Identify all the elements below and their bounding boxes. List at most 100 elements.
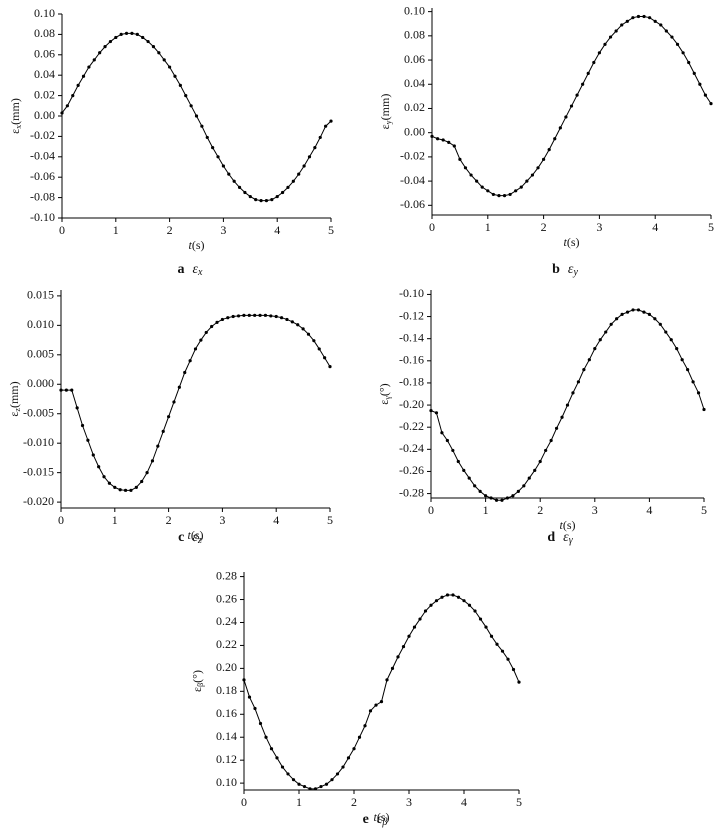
data-point — [379, 700, 384, 704]
data-point — [648, 16, 652, 20]
data-point — [123, 488, 128, 492]
data-point — [681, 51, 685, 55]
x-tick-label: 3 — [219, 513, 225, 527]
data-point — [199, 338, 203, 342]
data-point — [620, 312, 624, 316]
x-tick-label: 3 — [220, 223, 226, 237]
data-point — [313, 787, 318, 791]
data-point — [597, 51, 602, 55]
data-point — [313, 146, 317, 150]
data-point — [60, 111, 64, 115]
x-tick-label: 5 — [516, 795, 522, 809]
y-tick-label: 0.02 — [34, 87, 55, 101]
y-tick-label: 0.000 — [27, 376, 54, 390]
data-point — [604, 330, 608, 334]
chart-panel: 0.015 0.010 0.005 0.000 -0.005 -0.010 -0.015 -0… — [7, 288, 333, 547]
data-point — [452, 144, 456, 148]
data-point — [698, 82, 702, 86]
caption-letter: a — [178, 262, 185, 277]
x-tick-label: 1 — [113, 223, 119, 237]
data-point — [558, 126, 562, 130]
data-point — [664, 29, 668, 33]
data-point — [329, 119, 333, 123]
data-point — [308, 787, 312, 791]
data-point — [135, 32, 139, 37]
y-tick-label: -0.16 — [399, 353, 424, 367]
data-point — [538, 459, 542, 464]
data-point — [167, 415, 171, 419]
x-tick-label: 2 — [541, 220, 547, 234]
data-point — [312, 339, 316, 343]
caption-letter: e — [363, 812, 369, 827]
caption-letter: d — [547, 530, 555, 545]
data-point — [145, 471, 149, 475]
data-point — [156, 444, 160, 448]
chart-panel: 0.10 0.08 0.06 0.04 0.02 0.00 -0.02 -0.04 -0.06 -… — [8, 6, 334, 279]
caption-letter: b — [552, 262, 560, 277]
data-point — [608, 35, 613, 39]
data-point — [242, 678, 246, 682]
data-point — [494, 498, 499, 502]
data-point — [64, 388, 68, 392]
y-tick-label: 0.14 — [216, 729, 237, 743]
data-point — [150, 459, 155, 463]
data-point — [505, 496, 510, 500]
y-tick-label: 0.10 — [34, 6, 55, 20]
data-point — [264, 735, 268, 739]
data-point — [511, 667, 516, 672]
y-tick-label: -0.020 — [23, 494, 54, 508]
data-point — [270, 198, 274, 202]
x-axis-label: t(s) — [373, 810, 389, 824]
data-point — [691, 380, 695, 384]
x-axis-label: t(s) — [563, 235, 579, 249]
y-tick-label: 0.18 — [216, 683, 237, 697]
data-point — [108, 39, 113, 44]
data-point — [500, 498, 504, 502]
x-tick-label: 2 — [167, 223, 173, 237]
y-label-unit: (mm) — [7, 381, 21, 408]
data-point — [603, 42, 607, 46]
x-tick-label: 4 — [652, 220, 658, 234]
data-point — [91, 453, 95, 457]
y-axis-label: εx(mm) — [8, 98, 23, 134]
data-point — [500, 649, 505, 653]
data-point — [451, 448, 455, 453]
data-point — [87, 65, 91, 69]
data-point — [291, 179, 295, 183]
data-point — [318, 135, 322, 140]
data-point — [412, 625, 417, 629]
x-axis-label: t(s) — [188, 238, 204, 252]
data-point — [183, 370, 187, 375]
data-point — [675, 42, 680, 46]
y-label-unit: (°) — [377, 383, 391, 396]
data-point — [274, 314, 278, 319]
caption: a εx — [178, 262, 204, 278]
data-point — [118, 488, 122, 492]
y-tick-label: -0.12 — [399, 308, 424, 322]
data-point — [258, 721, 263, 726]
data-point — [478, 489, 482, 493]
data-point — [569, 104, 574, 108]
y-tick-label: 0.08 — [404, 28, 425, 42]
data-point — [363, 724, 367, 728]
data-point — [709, 102, 713, 106]
data-point — [341, 765, 345, 769]
y-tick-label: -0.22 — [399, 419, 424, 433]
y-label-subscript: x — [14, 125, 23, 129]
data-point — [248, 194, 252, 199]
y-tick-label: 0.06 — [34, 47, 55, 61]
data-point — [279, 316, 284, 320]
y-tick-label: 0.06 — [404, 52, 425, 66]
data-point — [659, 23, 663, 27]
data-point — [489, 634, 494, 638]
data-point — [124, 31, 129, 35]
data-point — [177, 385, 181, 389]
data-point — [692, 71, 696, 75]
data-point — [564, 115, 568, 119]
data-point — [247, 313, 251, 317]
y-tick-label: -0.015 — [23, 464, 54, 478]
data-point — [76, 83, 80, 87]
data-point — [467, 476, 471, 480]
caption-symbol: ε — [568, 262, 574, 277]
x-tick-label: 0 — [241, 795, 247, 809]
